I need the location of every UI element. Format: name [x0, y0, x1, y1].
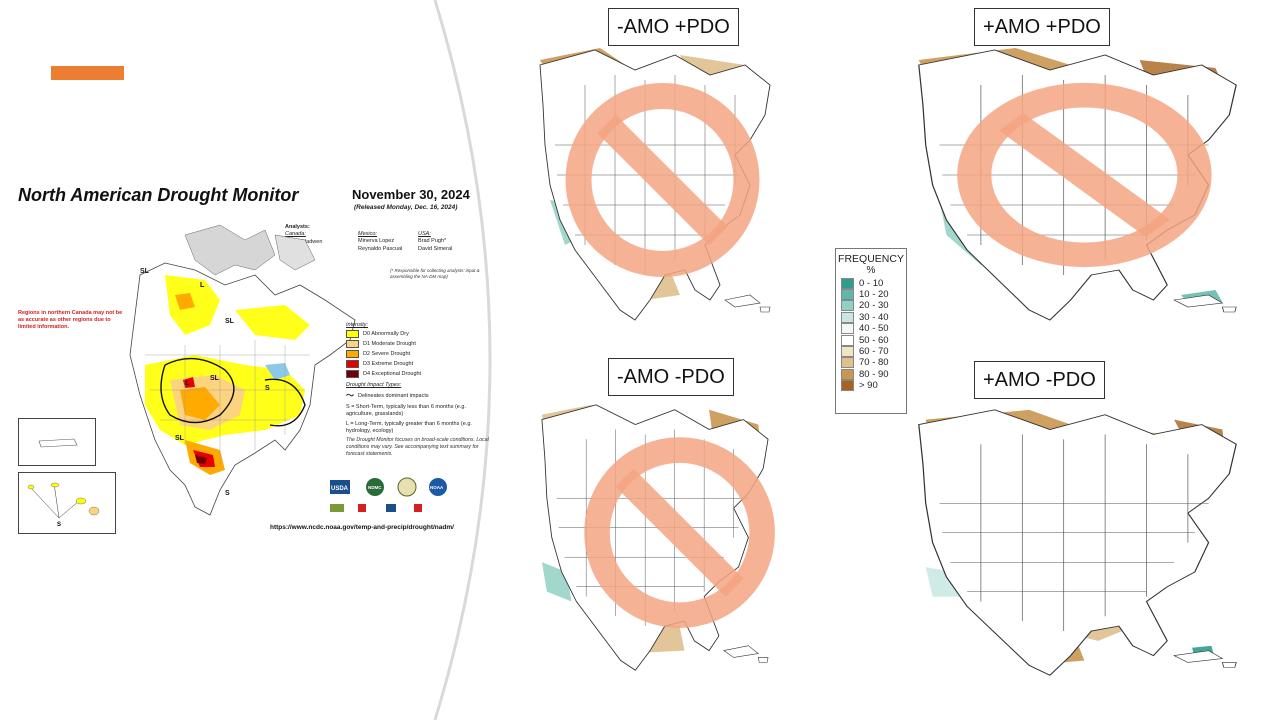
puerto-rico-inset [18, 418, 96, 466]
impact-line-icon: 〜 [346, 391, 354, 400]
panel-label-amo-pos-pdo-pos: +AMO +PDO [974, 8, 1110, 46]
intensity-d2: D2 Severe Drought [346, 350, 486, 358]
impact-delineates: 〜 Delineates dominant impacts [346, 391, 429, 400]
usa-name-1: Brad Pugh* [418, 238, 447, 245]
panel-label-amo-neg-pdo-neg: -AMO -PDO [608, 358, 734, 396]
mexico-name-2: Reynaldo Pascual [358, 245, 403, 252]
mexico-name-1: Minerva Lopez [358, 238, 395, 245]
usda-logo-icon [330, 480, 350, 494]
intensity-d0: D0 Abnormally Dry [346, 330, 486, 338]
drought-monitor-date: November 30, 2024 [352, 187, 470, 202]
inset-label-s: S [57, 522, 61, 528]
canada-flag-icon [358, 504, 366, 512]
frequency-swatch [841, 277, 854, 289]
frequency-bin: 70 - 80 [841, 357, 906, 369]
impact-long-note: L = Long-Term, typically greater than 6 … [346, 421, 472, 435]
mexico-label: Mexico: [358, 231, 377, 237]
usda-logo: USDA [331, 486, 349, 492]
frequency-bin: 30 - 40 [841, 311, 906, 323]
frequency-title: FREQUENCY [838, 253, 904, 265]
frequency-bin: 20 - 30 [841, 300, 906, 312]
frequency-swatch [841, 334, 854, 346]
canada-label: Canada: [285, 231, 306, 238]
source-url: https://www.ncdc.noaa.gov/temp-and-preci… [270, 524, 454, 531]
frequency-swatch [841, 368, 854, 380]
intensity-d3: D3 Extreme Drought [346, 360, 486, 368]
drought-map: SL L SL L SL S SL S [129, 224, 356, 516]
intensity-swatch [346, 350, 359, 358]
frequency-swatch [841, 289, 854, 301]
panel-label-amo-neg-pdo-pos: -AMO +PDO [608, 8, 739, 46]
hawaii-inset: S [18, 472, 116, 534]
noaa-logo-icon [429, 478, 447, 496]
impact-title: Drought Impact Types: [346, 382, 402, 388]
seal-icon [397, 477, 417, 497]
frequency-bin: > 90 [841, 380, 906, 392]
responsible-note: (* Responsible for collecting analysts' … [390, 268, 480, 279]
map-label-l: L [185, 380, 190, 387]
frequency-bin: 80 - 90 [841, 368, 906, 380]
accent-bar [51, 66, 124, 80]
usa-name-2: David Simeral [418, 245, 453, 252]
ndmc-logo-icon [366, 478, 384, 496]
frequency-unit: % [866, 265, 876, 276]
intensity-swatch [346, 370, 359, 378]
impact-short-note: S = Short-Term, typically less than 6 mo… [346, 404, 466, 418]
frequency-bin: 60 - 70 [841, 346, 906, 358]
smn-logo-icon [386, 504, 396, 512]
panel-label-amo-pos-pdo-neg: +AMO -PDO [974, 361, 1105, 399]
frequency-swatch [841, 357, 854, 369]
analysts-mexico: Mexico: Minerva Lopez Reynaldo Pascual [358, 231, 402, 253]
map-amo-neg-pdo-neg [541, 404, 780, 671]
frequency-swatch [841, 323, 854, 335]
map-amo-neg-pdo-pos [539, 48, 771, 321]
agency-logos: USDA NDMC NOAA [330, 477, 447, 512]
frequency-swatch [841, 311, 854, 323]
map-label-sl: SL [225, 318, 235, 325]
conagua-logo-icon [330, 504, 344, 512]
map-label-sl: SL [175, 435, 185, 442]
monitor-note: The Drought Monitor focuses on broad-sca… [346, 437, 489, 457]
analysts-header: Analysts: [285, 224, 310, 230]
intensity-legend: Intensity: D0 Abnormally Dry D1 Moderate… [346, 322, 486, 436]
map-amo-pos-pdo-pos [918, 48, 1237, 321]
frequency-bin: 10 - 20 [841, 289, 906, 301]
ndmc-logo: NDMC [368, 485, 382, 490]
canada-flag-icon-2 [414, 504, 422, 512]
drought-monitor-title: North American Drought Monitor [18, 185, 299, 205]
frequency-swatch [841, 346, 854, 358]
frequency-swatch [841, 380, 854, 392]
noaa-logo: NOAA [430, 485, 444, 490]
intensity-swatch [346, 360, 359, 368]
frequency-swatch [841, 300, 854, 312]
intensity-swatch [346, 330, 359, 338]
drought-monitor-released: (Released Monday, Dec. 16, 2024) [354, 204, 458, 211]
intensity-swatch [346, 340, 359, 348]
frequency-legend: FREQUENCY % 0 - 10 10 - 20 20 - 30 30 - … [835, 248, 907, 414]
map-label-sl: SL [140, 268, 150, 275]
drought-monitor-panel: North American Drought Monitor November … [0, 0, 500, 720]
frequency-bin: 0 - 10 [841, 277, 906, 289]
map-label-l: L [200, 282, 205, 289]
map-label-s: S [265, 385, 270, 392]
intensity-title: Intensity: [346, 322, 369, 328]
analysts-usa: USA: Brad Pugh* David Simeral [418, 231, 452, 253]
map-label-sl: SL [210, 375, 220, 382]
intensity-d1: D1 Moderate Drought [346, 340, 486, 348]
map-amo-pos-pdo-neg [918, 409, 1237, 676]
northern-canada-note: Regions in northern Canada may not be as… [18, 310, 123, 331]
usa-label: USA: [418, 231, 431, 237]
frequency-bin: 40 - 50 [841, 323, 906, 335]
map-label-s: S [225, 490, 230, 497]
intensity-d4: D4 Exceptional Drought [346, 370, 486, 378]
frequency-bin: 50 - 60 [841, 334, 906, 346]
